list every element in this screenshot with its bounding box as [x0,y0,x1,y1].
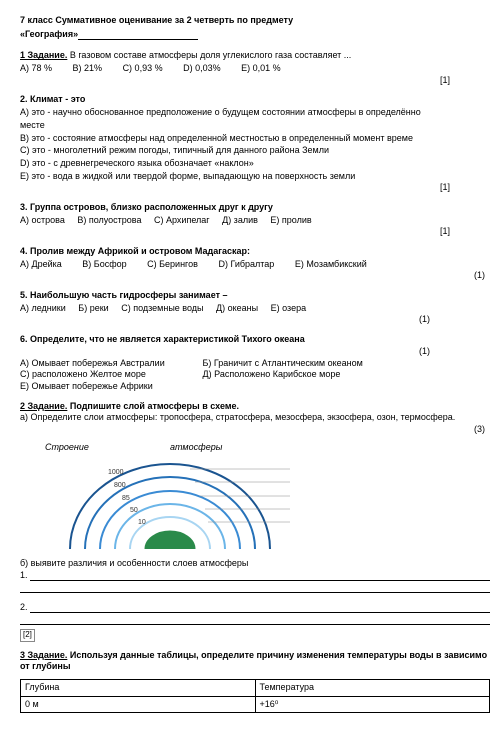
table-row1-col1: 0 м [21,696,256,713]
q6-opt-e: Е) Омывает побережье Африки [20,381,490,393]
fill-line-2a [30,601,490,613]
q2-opt-c: С) это - многолетний режим погоды, типич… [20,145,490,157]
task3-text: Используя данные таблицы, определите при… [67,650,487,660]
q6-score: (1) [20,346,490,358]
table-row1-col2: +16⁰ [255,696,490,713]
task3-text2: от глубины [20,661,490,673]
q5-opt-e: Е) озера [271,303,306,315]
table-col2-header: Температура [255,680,490,697]
fill-line-2b [20,613,490,625]
task1-title: 1 Задание. [20,50,67,60]
task1: 1 Задание. В газовом составе атмосферы д… [20,50,490,86]
task1-options: А) 78 % В) 21% С) 0,93 % D) 0,03% Е) 0,0… [20,63,490,75]
diagram-label-left: Строение [45,442,89,454]
q3: 3. Группа островов, близко расположенных… [20,202,490,238]
task2-subtitle: Подпишите слой атмосферы в схеме. [67,401,239,411]
arc-label-10: 10 [138,519,146,526]
arc-label-50: 50 [130,507,138,514]
q2-opt-d: D) это - с древнегреческого языка обозна… [20,158,490,170]
arc-label-1000: 1000 [108,469,124,476]
diagram-label-right: атмосферы [170,442,222,454]
q5-opt-b: Б) реки [78,303,108,315]
fill-line-1a [30,569,490,581]
task2-title: 2 Задание. [20,401,67,411]
task2-score2: [2] [20,629,35,641]
q5-score: (1) [20,314,490,326]
q6-row2: С) расположено Желтое море Д) Расположен… [20,369,490,381]
table-col1-header: Глубина [21,680,256,697]
q4-title: 4. Пролив между Африкой и островом Мадаг… [20,246,490,258]
subject-line: «География» [20,29,490,41]
q4-opt-c: С) Берингов [147,259,198,271]
atmosphere-diagram: Строение атмосферы 1000 800 85 50 10 [20,442,490,552]
q4-opt-b: В) Босфор [82,259,126,271]
task2-score2-row: [2] [20,629,490,641]
line1-container: 1. [20,569,490,581]
line1-num: 1. [20,570,28,582]
task1-opt-b: В) 21% [73,63,103,75]
task3-title: 3 Задание. [20,650,67,660]
task2: 2 Задание. Подпишите слой атмосферы в сх… [20,401,490,642]
line2-num: 2. [20,602,28,614]
q4: 4. Пролив между Африкой и островом Мадаг… [20,246,490,282]
q2: 2. Климат - это А) это - научно обоснова… [20,94,490,194]
q3-opt-c: С) Архипелаг [154,215,210,227]
task1-score: [1] [20,75,490,87]
q3-title: 3. Группа островов, близко расположенных… [20,202,490,214]
q6-opt-c: С) расположено Желтое море [20,369,200,381]
q5-options: А) ледники Б) реки С) подземные воды Д) … [20,303,490,315]
page-title: 7 класс Суммативное оценивание за 2 четв… [20,15,490,27]
blank-line [78,39,198,40]
q6: 6. Определите, что не является характери… [20,334,490,392]
q2-score: [1] [20,182,490,194]
line2-container: 2. [20,601,490,613]
q5-opt-c: С) подземные воды [121,303,203,315]
task1-opt-a: А) 78 % [20,63,52,75]
q4-options: А) Дрейка В) Босфор С) Берингов D) Гибра… [20,259,490,271]
q6-title: 6. Определите, что не является характери… [20,334,305,346]
q3-opt-e: Е) пролив [270,215,311,227]
q6-opt-d: Д) Расположено Карибское море [203,369,341,379]
task1-text: В газовом составе атмосферы доля углекис… [67,50,351,60]
task2-text-a: а) Определите слои атмосферы: тропосфера… [20,412,490,424]
q4-opt-d: D) Гибралтар [218,259,274,271]
q3-opt-b: В) полуострова [77,215,141,227]
arc-label-85: 85 [122,495,130,502]
arc-label-800: 800 [114,482,126,489]
q4-opt-e: Е) Мозамбикский [295,259,367,271]
q5-opt-a: А) ледники [20,303,66,315]
q3-score: [1] [20,226,490,238]
q3-opt-d: Д) залив [222,215,258,227]
q5: 5. Наибольшую часть гидросферы занимает … [20,290,490,326]
q5-opt-d: Д) океаны [216,303,258,315]
task1-opt-c: С) 0,93 % [123,63,163,75]
q2-title: 2. Климат - это [20,94,490,106]
task2-text-b: б) выявите различия и особенности слоев … [20,558,490,570]
q2-opt-a: А) это - научно обоснованное предположен… [20,107,490,119]
temperature-table: Глубина Температура 0 м +16⁰ [20,679,490,713]
task1-opt-d: D) 0,03% [183,63,221,75]
task2-score: (3) [20,424,490,436]
table-row: 0 м +16⁰ [21,696,490,713]
arc-svg: 1000 800 85 50 10 [60,454,300,554]
q3-options: А) острова В) полуострова С) Архипелаг Д… [20,215,490,227]
page-container: 7 класс Суммативное оценивание за 2 четв… [20,15,490,713]
q2-opt-b: В) это - состояние атмосферы над определ… [20,133,490,145]
q2-opt-a2: месте [20,120,490,132]
q6-row1: А) Омывает побережья Австралии Б) Гранич… [20,358,490,370]
q6-opt-b: Б) Граничит с Атлантическим океаном [203,358,363,368]
task3: 3 Задание. Используя данные таблицы, опр… [20,650,490,714]
fill-line-1b [20,581,490,593]
q2-opt-e: Е) это - вода в жидкой или твердой форме… [20,171,490,183]
q4-opt-a: А) Дрейка [20,259,62,271]
task1-opt-e: Е) 0,01 % [241,63,281,75]
table-header-row: Глубина Температура [21,680,490,697]
q4-score: (1) [20,270,490,282]
q6-opt-a: А) Омывает побережья Австралии [20,358,200,370]
q3-opt-a: А) острова [20,215,65,227]
q5-title: 5. Наибольшую часть гидросферы занимает … [20,290,490,302]
subject-prefix: «География» [20,29,78,39]
